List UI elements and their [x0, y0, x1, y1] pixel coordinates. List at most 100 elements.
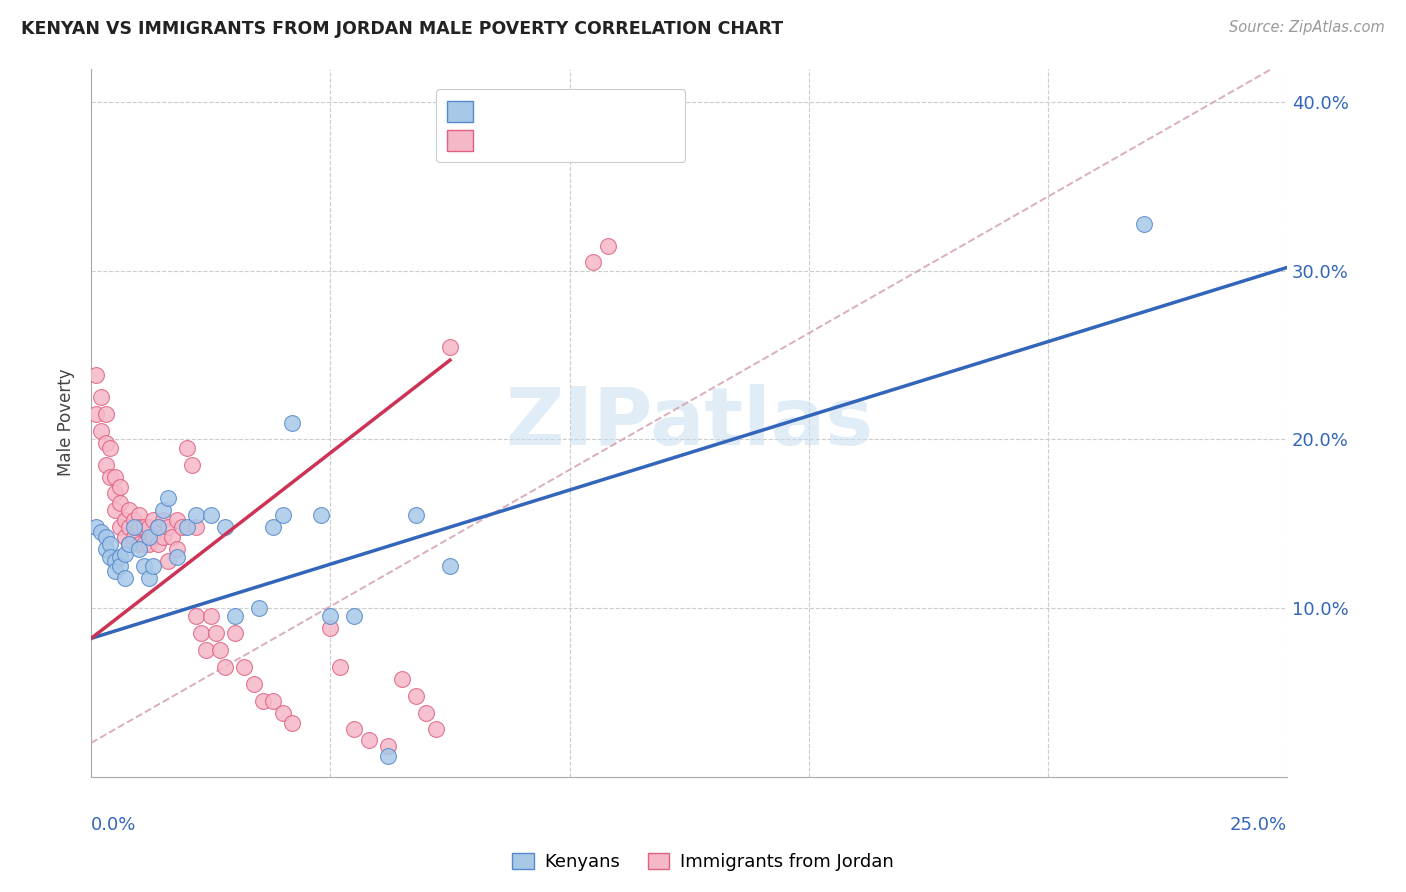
Point: [209, 643, 232, 657]
Point: [152, 503, 174, 517]
Point: [114, 571, 136, 585]
Point: [138, 571, 160, 585]
Legend: Kenyans, Immigrants from Jordan: Kenyans, Immigrants from Jordan: [505, 846, 901, 879]
Point: [166, 513, 188, 527]
Point: [146, 520, 169, 534]
Text: R =: R =: [468, 130, 510, 149]
Point: [94, 435, 117, 450]
Point: [98, 469, 121, 483]
Point: [108, 550, 131, 565]
Point: [391, 672, 413, 686]
Point: [186, 520, 208, 534]
Point: [162, 530, 184, 544]
Point: [194, 643, 217, 657]
Point: [128, 541, 150, 556]
Point: [1132, 217, 1154, 231]
Point: [176, 441, 198, 455]
Point: [146, 520, 169, 534]
Point: [439, 340, 461, 354]
Point: [132, 558, 155, 573]
Point: [281, 416, 304, 430]
Point: [128, 520, 150, 534]
Point: [281, 715, 304, 730]
Text: 0.284: 0.284: [517, 130, 579, 149]
Point: [138, 520, 160, 534]
Point: [104, 564, 127, 578]
Point: [132, 520, 155, 534]
Point: [98, 550, 121, 565]
Point: [152, 513, 174, 527]
Point: [176, 520, 198, 534]
Point: [214, 520, 236, 534]
Point: [224, 626, 246, 640]
Text: 39: 39: [638, 100, 666, 120]
Point: [262, 694, 284, 708]
Point: [582, 255, 605, 269]
Point: [319, 609, 342, 624]
Point: [90, 424, 112, 438]
Text: 70: 70: [638, 130, 666, 149]
Point: [319, 621, 342, 635]
Point: [98, 441, 121, 455]
Point: [118, 503, 141, 517]
Point: [200, 609, 222, 624]
Y-axis label: Male Poverty: Male Poverty: [58, 368, 75, 476]
Point: [357, 732, 380, 747]
Point: [180, 458, 202, 472]
Point: [138, 537, 160, 551]
Point: [243, 677, 266, 691]
Point: [439, 558, 461, 573]
Text: N =: N =: [578, 100, 640, 120]
Point: [142, 513, 165, 527]
Point: [118, 537, 141, 551]
Point: [114, 530, 136, 544]
Point: [200, 508, 222, 523]
Point: [118, 520, 141, 534]
Point: [108, 520, 131, 534]
Text: 0.0%: 0.0%: [91, 815, 136, 833]
Point: [98, 537, 121, 551]
Point: [152, 530, 174, 544]
Point: [224, 609, 246, 624]
Point: [122, 530, 145, 544]
Text: 25.0%: 25.0%: [1230, 815, 1286, 833]
Point: [84, 407, 107, 421]
Point: [190, 626, 212, 640]
Point: [104, 554, 127, 568]
Point: [233, 660, 256, 674]
Point: [156, 554, 179, 568]
Point: [108, 496, 131, 510]
Point: [128, 537, 150, 551]
Point: [108, 558, 131, 573]
Point: [94, 458, 117, 472]
Point: [204, 626, 226, 640]
Point: [114, 547, 136, 561]
Point: [104, 486, 127, 500]
Point: [122, 513, 145, 527]
Legend:                               ,                               : ,: [436, 89, 686, 162]
Point: [596, 238, 619, 252]
Point: [90, 525, 112, 540]
Point: [252, 694, 274, 708]
Point: [90, 390, 112, 404]
Point: [343, 723, 366, 737]
Point: [94, 541, 117, 556]
Point: [405, 689, 427, 703]
Point: [271, 706, 294, 720]
Point: [84, 368, 107, 383]
Point: [247, 601, 270, 615]
Point: [132, 537, 155, 551]
Point: [405, 508, 427, 523]
Point: [377, 739, 399, 754]
Point: [114, 513, 136, 527]
Point: [170, 520, 193, 534]
Point: [156, 491, 179, 506]
Point: [108, 480, 131, 494]
Text: KENYAN VS IMMIGRANTS FROM JORDAN MALE POVERTY CORRELATION CHART: KENYAN VS IMMIGRANTS FROM JORDAN MALE PO…: [21, 20, 783, 37]
Point: [262, 520, 284, 534]
Point: [104, 469, 127, 483]
Point: [104, 503, 127, 517]
Point: [142, 530, 165, 544]
Text: Source: ZipAtlas.com: Source: ZipAtlas.com: [1229, 20, 1385, 35]
Point: [425, 723, 447, 737]
